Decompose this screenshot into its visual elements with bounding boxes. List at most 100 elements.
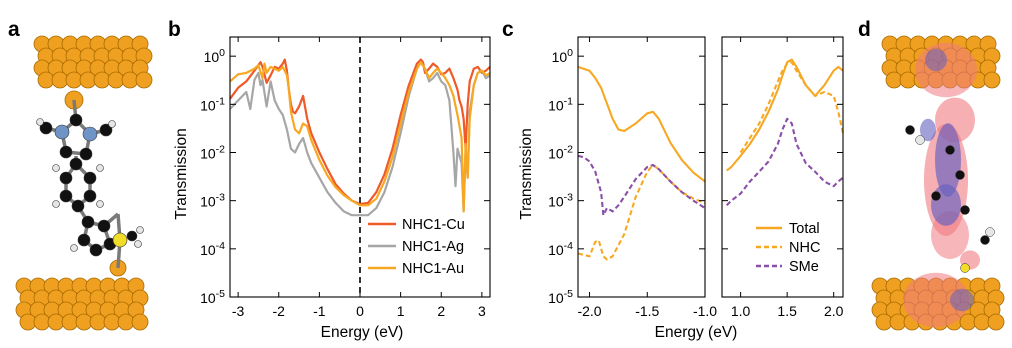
y-tick-label-base: 10 [552,49,568,65]
density-lobe [920,118,936,142]
y-tick-label-base: 10 [548,242,564,258]
series-line-sme-left [577,154,706,217]
y-tick-label: 10-4 [548,240,573,258]
gold-atom [61,313,79,331]
atom [905,125,915,135]
y-tick-label-exponent: -3 [564,192,573,204]
gold-atom [973,313,991,331]
atom [931,191,941,201]
atom [97,219,111,233]
gold-atom [33,313,51,331]
y-tick-label-exponent: -4 [216,240,225,252]
y-tick-label-exponent: -2 [216,144,225,156]
panel-c-legend: Total NHC SMe [756,221,820,275]
gold-atom [889,313,907,331]
atom [82,126,98,142]
panel-c-chart: -2.0 -1.5 -1.0 1.0 1.5 2.010-510-410-310-210-… [548,36,845,319]
density-isosurface-image [871,35,1005,331]
panel-d: d [858,18,1005,331]
y-tick-label-exponent: 0 [219,47,225,59]
x-tick-label: 1 [397,303,405,319]
atom [83,189,97,203]
panel-a: a [8,18,153,331]
y-tick-label-exponent: -2 [564,144,573,156]
atom [915,135,925,145]
top-gold-electrode [33,35,153,110]
gold-atom [75,313,93,331]
x-tick-label: 0 [356,303,364,319]
atom [955,170,965,180]
gold-atom [103,313,121,331]
panel-c-y-axis-label: Transmission [518,128,535,220]
legend-entry-total: Total [789,221,820,237]
atom [52,200,60,208]
y-tick-label: 10-1 [200,95,225,113]
y-tick-label-base: 10 [548,290,564,306]
density-lobe [935,123,961,197]
atom [960,263,970,273]
atom [79,147,93,161]
gold-atom [135,71,153,89]
molecule-junction-image [15,35,153,331]
x-tick-label: 2 [437,303,445,319]
x-tick-label: -2 [273,303,286,319]
atom [69,113,83,127]
y-tick-label-base: 10 [200,97,216,113]
atom [126,230,138,242]
panel-label-d: d [858,18,871,41]
atom [77,233,91,247]
legend-entry-nhc1-cu: NHC1-Cu [402,217,465,233]
panel-b-y-axis-label: Transmission [173,128,190,220]
y-tick-label-exponent: -3 [216,192,225,204]
atom [985,227,995,237]
y-tick-label-base: 10 [200,290,216,306]
y-tick-label-base: 10 [548,146,564,162]
y-tick-label-base: 10 [200,242,216,258]
series-line-nhc-right [739,61,845,154]
atom [112,232,128,248]
atom [69,157,83,171]
atom [134,240,142,248]
y-tick-label-base: 10 [548,194,564,210]
atom [59,189,73,203]
series-line-total-right [726,58,844,172]
atom [83,171,97,185]
atom [36,118,44,126]
y-tick-label: 100 [552,47,574,65]
x-tick-label: -1.5 [635,303,659,319]
y-tick-label-base: 10 [200,146,216,162]
atom [70,244,78,252]
atom [59,171,73,185]
x-tick-label: -1 [313,303,326,319]
panel-b-legend: NHC1-Cu NHC1-Ag NHC1-Au [368,217,465,277]
series-line-total-left [577,65,706,183]
y-tick-label: 100 [204,47,226,65]
legend-entry-nhc1-au: NHC1-Au [402,261,464,277]
atom [54,124,70,140]
panel-label-b: b [168,18,181,41]
density-lobe [915,42,977,98]
series-line-nhc1-cu [229,58,491,206]
gold-atom [37,71,55,89]
y-tick-label-exponent: 0 [567,47,573,59]
atom [108,120,116,128]
x-tick-label: 2.0 [824,303,844,319]
panel-b: b -3 -2 -1 0 1 2 310-510-410-310-210-1100NHC1-… [168,18,491,341]
gold-atom [885,71,903,89]
atom [99,123,113,137]
panel-b-chart: -3 -2 -1 0 1 2 310-510-410-310-210-1100NHC1-Cu… [200,36,491,319]
gold-atom [93,71,111,89]
gold-atom [983,71,1001,89]
x-tick-label: -3 [232,303,245,319]
x-tick-label: -2.0 [577,303,601,319]
y-tick-label: 10-4 [200,240,225,258]
density-lobe [931,184,961,226]
y-tick-label-exponent: -1 [564,95,573,107]
x-tick-label: 1.5 [777,303,797,319]
gold-atom [959,313,977,331]
panel-b-x-axis-label: Energy (eV) [321,324,404,341]
y-tick-label-exponent: -4 [564,240,573,252]
y-tick-label: 10-3 [548,192,573,210]
atom [945,145,955,155]
gold-atom [89,313,107,331]
